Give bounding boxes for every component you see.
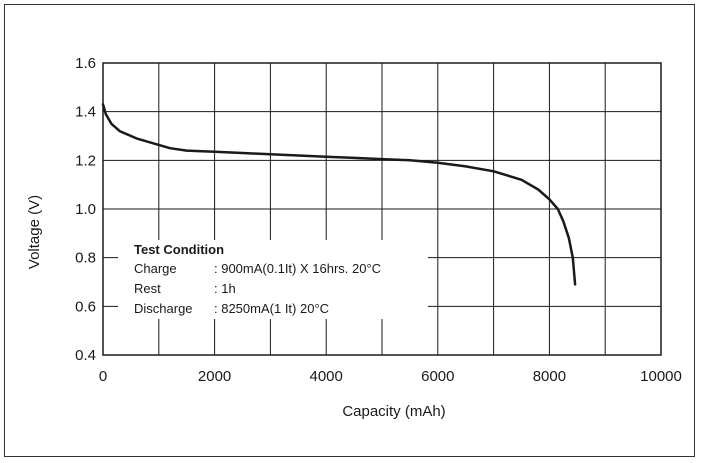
y-tick-label: 1.0 bbox=[75, 201, 96, 218]
legend-title: Test Condition bbox=[134, 242, 224, 257]
y-axis-label: Voltage (V) bbox=[26, 195, 43, 269]
y-tick-label: 0.6 bbox=[75, 298, 96, 315]
y-tick-label: 0.4 bbox=[75, 347, 96, 364]
plot-area bbox=[102, 62, 662, 356]
y-tick-label: 1.4 bbox=[75, 104, 96, 121]
x-tick-label: 6000 bbox=[421, 368, 454, 385]
x-tick-label: 0 bbox=[99, 368, 107, 385]
legend-charge-label: Charge bbox=[134, 261, 177, 276]
legend: Test Condition Charge : 900mA(0.1It) X 1… bbox=[118, 240, 428, 319]
x-tick-label: 10000 bbox=[640, 368, 682, 385]
x-tick-label: 2000 bbox=[198, 368, 231, 385]
legend-discharge-value: : 8250mA(1 It) 20°C bbox=[214, 301, 329, 316]
legend-rest-value: : 1h bbox=[214, 281, 236, 296]
legend-charge-value: : 900mA(0.1It) X 16hrs. 20°C bbox=[214, 261, 381, 276]
legend-discharge-label: Discharge bbox=[134, 301, 193, 316]
y-tick-label: 1.2 bbox=[75, 152, 96, 169]
tick-labels: 0 2000 4000 6000 8000 10000 0.4 0.6 0.8 1.0 1.2 1.4… bbox=[75, 55, 682, 385]
series-line bbox=[101, 103, 577, 286]
x-tick-label: 4000 bbox=[310, 368, 343, 385]
y-tick-label: 1.6 bbox=[75, 55, 96, 72]
y-tick-label: 0.8 bbox=[75, 250, 96, 267]
legend-background bbox=[118, 240, 428, 319]
legend-rest-label: Rest bbox=[134, 281, 161, 296]
x-axis-label: Capacity (mAh) bbox=[342, 403, 445, 420]
chart-frame bbox=[4, 4, 695, 457]
x-tick-label: 8000 bbox=[533, 368, 566, 385]
